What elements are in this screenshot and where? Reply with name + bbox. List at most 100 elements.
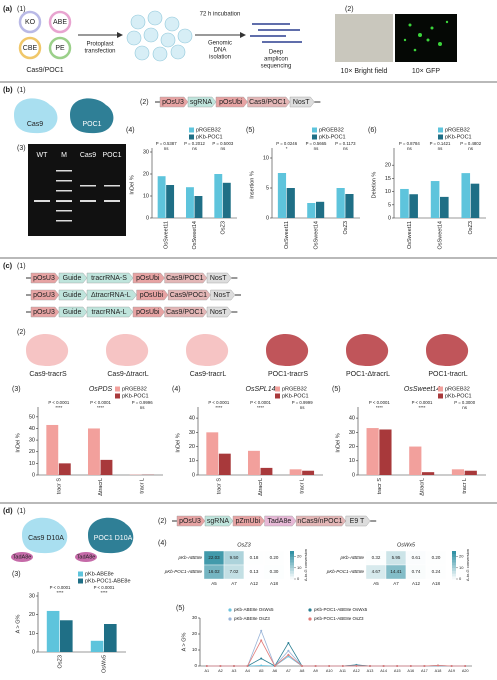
construct-element (86, 272, 134, 284)
point (246, 665, 249, 667)
x-tick-label: A9 (313, 669, 318, 673)
legend-label: pRGEB32 (282, 386, 307, 392)
significance: ns (407, 146, 413, 151)
image-caption: 10× GFP (412, 68, 441, 75)
construct-label: Guide (63, 292, 82, 299)
construct-label: sgRNA (207, 518, 230, 525)
bar (307, 203, 316, 218)
point (233, 665, 235, 667)
gel-image (28, 144, 126, 236)
colorbar-label: A-to-G conversion (465, 549, 470, 581)
x-tick-label: A13 (367, 669, 374, 673)
x-tick-label: ΔtracrL (98, 478, 104, 496)
point (260, 639, 263, 642)
construct-label: sgRNA (190, 99, 213, 106)
significance: ns (192, 146, 198, 151)
column-label: A18 (270, 581, 279, 586)
colorbar-step (452, 576, 456, 580)
legend-swatch (78, 571, 83, 577)
legend-label: pRGEB32 (445, 127, 470, 133)
construct-label: Cas9/POC1 (166, 309, 203, 316)
construct-element (204, 515, 234, 527)
cell-label: 4.67 (372, 569, 381, 574)
significance: **** (215, 405, 222, 410)
construct-label: E9 T (350, 518, 365, 525)
colorbar-tick-label: 20 (297, 554, 302, 559)
column-label: A7 (393, 581, 399, 586)
construct-element (210, 289, 236, 301)
bar (186, 187, 194, 218)
x-tick-label: A7 (286, 669, 291, 673)
cell-label: 0.24 (432, 569, 441, 574)
y-tick-label: 30 (143, 149, 149, 155)
y-tick-label: 10 (385, 189, 391, 195)
legend-label: pKb-POC1-ABE8e OsWx5 (314, 607, 368, 612)
y-tick-label: 40 (349, 416, 355, 422)
step-label: (2) (345, 6, 354, 13)
x-tick-label: A15 (394, 669, 401, 673)
legend-label: pKb-ABE8e OsWx5 (234, 607, 274, 612)
legend-swatch (312, 134, 317, 140)
y-tick-label: 0 (192, 472, 195, 478)
bar (470, 183, 480, 218)
construct-label: Cas9/POC1 (170, 292, 207, 299)
bar (430, 181, 440, 218)
cell-label: 22.03 (208, 555, 220, 560)
legend-swatch (308, 617, 312, 621)
legend-label: pKb-POC1 (445, 393, 472, 399)
y-tick-label: 30 (29, 593, 35, 599)
p-value: P = 0.9999 (292, 400, 313, 405)
cell-label: 0.74 (412, 569, 421, 574)
construct-label: NosT (210, 275, 227, 282)
series-line (206, 642, 466, 667)
x-tick-label: A4 (245, 669, 250, 673)
panel-step: (5) (246, 127, 255, 134)
bar (90, 640, 104, 652)
y-tick-label: 0 (388, 215, 391, 221)
y-tick-label: 0 (32, 472, 35, 478)
protein-label: Cas9-tracrS (29, 371, 67, 378)
significance: **** (376, 405, 383, 410)
x-tick-label: tracr L (300, 478, 306, 494)
panel-step: (4) (126, 127, 135, 134)
construct-element (86, 289, 137, 301)
x-tick-label: A5 (259, 669, 264, 673)
step-label: (2) (17, 329, 26, 336)
chart-title: OsWx5 (397, 542, 416, 548)
construct-element (30, 272, 60, 284)
construct-element (345, 515, 371, 527)
colorbar-step (290, 570, 294, 574)
cell-label: 14.41 (390, 569, 402, 574)
panel-label: (d) (3, 506, 13, 515)
heat-cell (263, 564, 285, 580)
p-value: P < 0.0001 (90, 400, 111, 405)
editor: CBE (23, 45, 38, 52)
significance: **** (418, 405, 425, 410)
legend-swatch (115, 393, 120, 399)
gel-bands (34, 170, 120, 222)
y-tick-label: 10 (263, 155, 269, 161)
legend-label: pRGEB32 (196, 127, 221, 133)
legend-swatch (189, 127, 194, 133)
x-tick-label: OsZ3 (220, 221, 226, 234)
significance: **** (100, 590, 107, 595)
y-tick-label: 20 (192, 631, 198, 636)
colorbar-tick-label: 0 (459, 576, 462, 581)
x-tick-label: OsZ3 (468, 221, 474, 234)
point (382, 665, 385, 667)
bar (260, 467, 273, 475)
bar (277, 173, 287, 218)
y-axis-label: InDel % (15, 433, 21, 452)
panel-step: (3) (12, 571, 21, 578)
colorbar-step (290, 556, 294, 560)
construct-label: pOsUbi (140, 292, 164, 299)
point (287, 655, 290, 658)
significance: **** (257, 405, 264, 410)
step-text: Deep (269, 50, 284, 56)
construct-label: Cas9/POC1 (26, 67, 63, 74)
y-axis-label: A > G% (15, 614, 21, 633)
y-axis-label: Insertion % (249, 171, 255, 199)
significance: ns (468, 146, 474, 151)
panel-label: (c) (3, 261, 13, 270)
step-label: (2) (158, 518, 167, 525)
